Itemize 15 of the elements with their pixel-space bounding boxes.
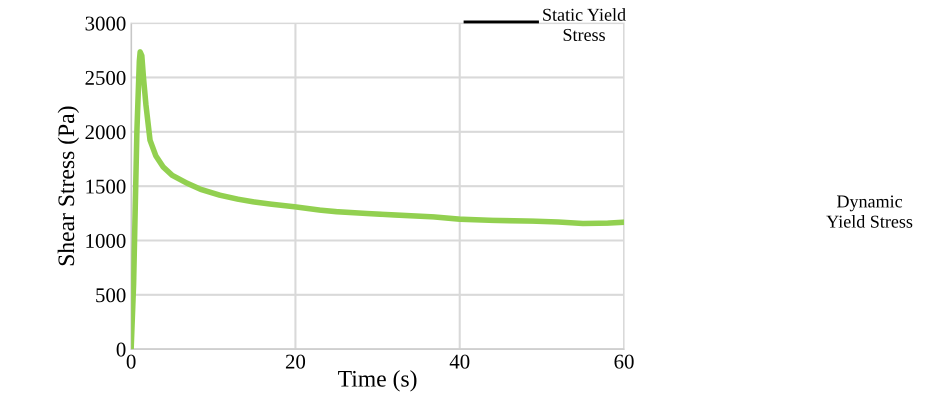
text: Dynamic Yield Stress <box>826 195 912 228</box>
y-tick-label: 1500 <box>86 180 126 194</box>
x-tick-label: 20 <box>286 354 306 369</box>
x-tick-label: 40 <box>450 354 470 369</box>
y-tick-label: 2500 <box>86 70 126 85</box>
x-tick-label: 0 <box>126 354 136 369</box>
y-tick-label: 3000 <box>86 16 126 31</box>
x-axis-title: Time (s) <box>338 370 416 392</box>
annotation: Static Yield Stress <box>543 8 626 41</box>
y-axis-title: Shear Stress (Pa) <box>58 106 80 266</box>
y-tick-label: 1000 <box>86 234 126 248</box>
y-tick-label: 2000 <box>86 125 126 140</box>
y-tick-label: 500 <box>96 288 126 302</box>
y-tick-label: 0 <box>116 342 126 357</box>
x-tick-label: 60 <box>614 354 634 369</box>
